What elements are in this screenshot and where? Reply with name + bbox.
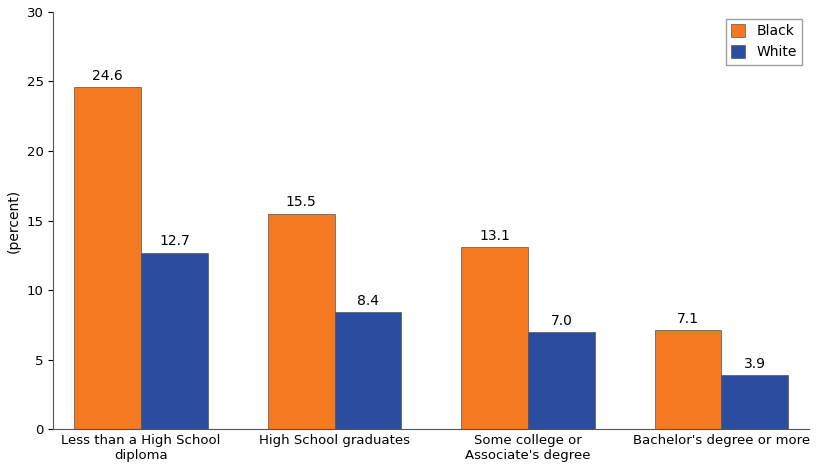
Text: 13.1: 13.1 bbox=[479, 229, 510, 243]
Text: 7.0: 7.0 bbox=[550, 314, 573, 328]
Bar bbox=[721, 375, 788, 429]
Bar bbox=[655, 331, 721, 429]
Legend: Black, White: Black, White bbox=[726, 19, 803, 65]
Text: 24.6: 24.6 bbox=[92, 69, 123, 83]
Bar bbox=[75, 87, 141, 429]
Text: 8.4: 8.4 bbox=[357, 294, 379, 308]
Text: 7.1: 7.1 bbox=[677, 312, 699, 326]
Bar bbox=[141, 253, 208, 429]
Bar bbox=[461, 247, 528, 429]
Bar bbox=[268, 213, 334, 429]
Y-axis label: (percent): (percent) bbox=[7, 189, 21, 253]
Bar bbox=[334, 312, 402, 429]
Text: 12.7: 12.7 bbox=[159, 234, 190, 249]
Text: 15.5: 15.5 bbox=[286, 196, 316, 210]
Text: 3.9: 3.9 bbox=[744, 357, 766, 371]
Bar bbox=[528, 332, 595, 429]
